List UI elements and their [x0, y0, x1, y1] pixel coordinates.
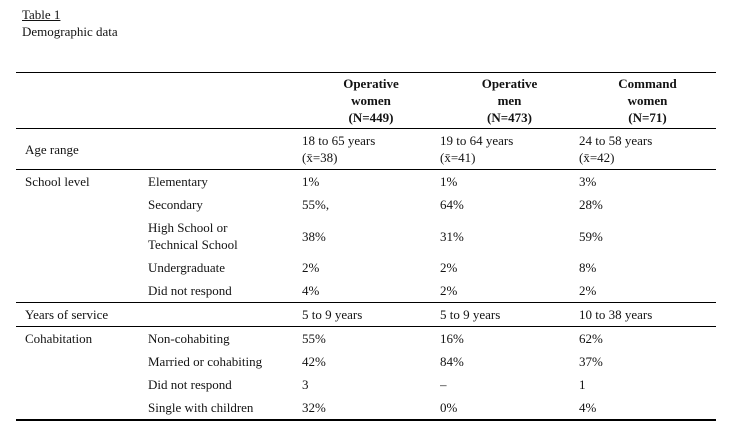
value-cell: 0% [440, 400, 458, 415]
table-row-cohab-married: Married or cohabiting 42% 84% 37% [16, 350, 716, 373]
subcategory-cell: Non-cohabiting [148, 326, 302, 350]
value-cell: 1 [579, 377, 586, 392]
value-cell: 31% [440, 228, 464, 244]
subcategory-cell: Single with children [148, 400, 254, 415]
subcategory-cell: Married or cohabiting [148, 354, 263, 369]
table-header-row: Operative women (N=449) Operative men (N… [16, 72, 716, 129]
value-cell: 42% [302, 354, 326, 369]
subcategory-cell: High School or Technical School [148, 220, 238, 252]
value-cell: 18 to 65 years (x̄=38) [302, 133, 376, 165]
subcategory-cell [148, 302, 302, 327]
value-cell: 1% [302, 169, 440, 193]
value-cell: 24 to 58 years (x̄=42) [579, 133, 653, 165]
column-header-empty-subcategory [148, 72, 302, 129]
demographic-table: Operative women (N=449) Operative men (N… [16, 72, 716, 421]
subcategory-cell: Did not respond [148, 377, 232, 392]
column-header-empty-category [16, 72, 148, 129]
table-row-cohab-single-children: Single with children 32% 0% 4% [16, 396, 716, 420]
table-title: Demographic data [22, 24, 118, 39]
value-cell: 5 to 9 years [440, 302, 579, 327]
column-header-operative-women: Operative women (N=449) [302, 72, 440, 129]
table-row-school-highschool: High School or Technical School 38% 31% … [16, 216, 716, 256]
value-cell: 2% [302, 260, 320, 275]
table-row-school-elementary: School level Elementary 1% 1% 3% [16, 169, 716, 303]
table-row-school-undergraduate: Undergraduate 2% 2% 8% [16, 256, 716, 279]
category-cell: Age range [25, 141, 79, 157]
value-cell: 32% [302, 400, 326, 415]
value-cell: 84% [440, 354, 464, 369]
value-cell: 55% [302, 326, 440, 350]
value-cell: 4% [579, 400, 597, 415]
column-header-operative-men: Operative men (N=473) [440, 72, 579, 129]
value-cell: 5 to 9 years [302, 302, 440, 327]
table-label: Table 1 [22, 7, 61, 22]
table-row-cohab-noncohabiting: Cohabitation Non-cohabiting 55% 16% 62% [16, 326, 716, 420]
value-cell: 38% [302, 228, 326, 244]
value-cell: 62% [579, 326, 716, 350]
value-cell: 37% [579, 354, 603, 369]
subcategory-cell: Secondary [148, 197, 203, 212]
table-caption: Table 1 Demographic data [22, 6, 118, 40]
category-cell: Cohabitation [16, 326, 148, 420]
value-cell: – [440, 377, 447, 392]
value-cell: 2% [440, 283, 458, 298]
table-row-school-secondary: Secondary 55%, 64% 28% [16, 193, 716, 216]
subcategory-cell: Undergraduate [148, 260, 226, 275]
value-cell: 1% [440, 169, 579, 193]
value-cell: 2% [440, 260, 458, 275]
table-row-school-noresponse: Did not respond 4% 2% 2% [16, 279, 716, 303]
category-cell: Years of service [16, 302, 148, 327]
value-cell: 3 [302, 377, 309, 392]
category-cell: School level [16, 169, 148, 303]
value-cell: 59% [579, 228, 603, 244]
value-cell: 10 to 38 years [579, 302, 716, 327]
value-cell: 64% [440, 197, 464, 212]
value-cell: 2% [579, 283, 597, 298]
subcategory-cell [148, 129, 302, 170]
value-cell: 3% [579, 169, 716, 193]
table-row-age-range: Age range 18 to 65 years (x̄=38) 19 to 6… [16, 129, 716, 170]
value-cell: 55%, [302, 197, 330, 212]
value-cell: 4% [302, 283, 320, 298]
subcategory-cell: Elementary [148, 169, 302, 193]
subcategory-cell: Did not respond [148, 283, 232, 298]
value-cell: 16% [440, 326, 579, 350]
value-cell: 8% [579, 260, 597, 275]
value-cell: 19 to 64 years (x̄=41) [440, 133, 514, 165]
table-row-cohab-noresponse: Did not respond 3 – 1 [16, 373, 716, 396]
column-header-command-women: Command women (N=71) [579, 72, 716, 129]
value-cell: 28% [579, 197, 603, 212]
table-row-years-of-service: Years of service 5 to 9 years 5 to 9 yea… [16, 302, 716, 327]
